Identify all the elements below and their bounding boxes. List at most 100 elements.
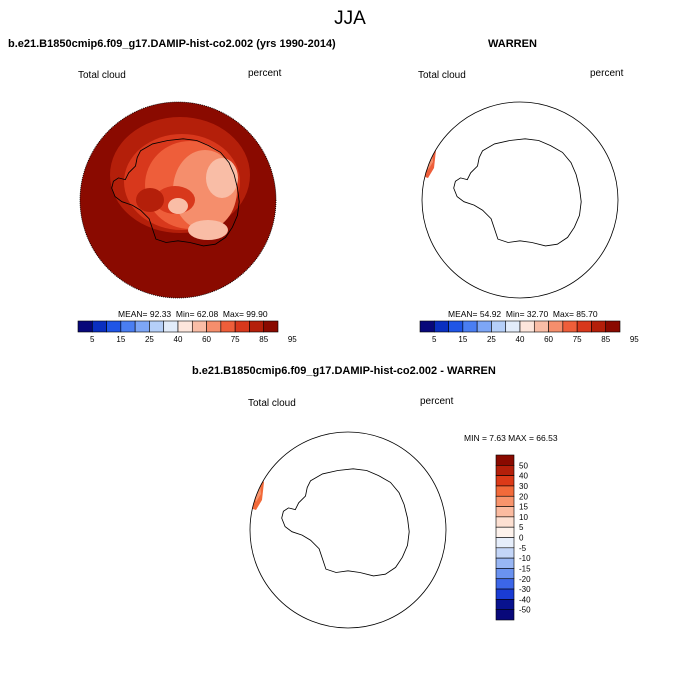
panel2-colorbar-swatch (462, 320, 478, 333)
panel1-title: b.e21.B1850cmip6.f09_g17.DAMIP-hist-co2.… (8, 38, 336, 50)
panel3-colorbar-tick-label: -10 (519, 554, 531, 563)
panel3-variable-label: Total cloud (248, 398, 296, 409)
panel3-colorbar-swatch (495, 547, 515, 559)
panel2-colorbar-tick-label: 95 (630, 335, 639, 344)
panel3-colorbar-tick-label: 50 (519, 461, 528, 470)
panel2-stats: MEAN= 54.92 Min= 32.70 Max= 85.70 (448, 309, 598, 319)
panel3-colorbar-swatch (495, 609, 515, 621)
panel2-colorbar-swatch (433, 320, 449, 333)
panel2-colorbar-swatch (519, 320, 535, 333)
panel1-colorbar-swatch (191, 320, 207, 333)
panel3-map (249, 431, 447, 629)
panel3-colorbar-swatch (495, 485, 515, 497)
panel1-colorbar-swatch (234, 320, 250, 333)
panel3-colorbar-swatch (495, 526, 515, 538)
panel2-colorbar-swatch (576, 320, 592, 333)
panel1-colorbar-swatch (77, 320, 93, 333)
panel2-variable-label: Total cloud (418, 70, 466, 81)
panel2-colorbar-tick-label: 5 (432, 335, 437, 344)
panel2-min: Min= 32.70 (505, 309, 549, 319)
panel1-colorbar-swatch (134, 320, 150, 333)
panel2-colorbar-swatch (419, 320, 435, 333)
panel2-mean: MEAN= 54.92 (448, 309, 502, 319)
panel3-colorbar-tick-label: 0 (519, 534, 524, 543)
panel3-colorbar-swatch (495, 454, 515, 466)
panel3-colorbar-tick-label: 20 (519, 492, 528, 501)
panel1-units-label: percent (248, 68, 282, 79)
panel1-mean: MEAN= 92.33 (118, 309, 172, 319)
panel3-field (250, 432, 446, 628)
panel2-map-border (421, 101, 619, 299)
panel3-colorbar-swatch (495, 516, 515, 528)
panel2-colorbar-swatch (505, 320, 521, 333)
panel1-colorbar-tick-label: 95 (288, 335, 297, 344)
panel1-variable-label: Total cloud (78, 70, 126, 81)
panel3-colorbar-swatch (495, 557, 515, 569)
panel1-colorbar-swatch (163, 320, 179, 333)
panel3-title: b.e21.B1850cmip6.f09_g17.DAMIP-hist-co2.… (192, 365, 496, 377)
panel3-colorbar-swatch (495, 537, 515, 549)
panel1-colorbar-tick-label: 85 (259, 335, 268, 344)
panel3-colorbar-tick-label: -20 (519, 575, 531, 584)
panel1-min: Min= 62.08 (175, 309, 219, 319)
panel2-colorbar-swatch (591, 320, 607, 333)
panel3-minmax: MIN = 7.63 MAX = 66.53 (464, 433, 558, 443)
panel2-colorbar-tick-label: 15 (458, 335, 467, 344)
panel3-colorbar-swatch (495, 475, 515, 487)
panel1-colorbar-tick-label: 40 (174, 335, 183, 344)
panel2-colorbar-tick-label: 85 (601, 335, 610, 344)
panel2-colorbar-tick-label: 75 (573, 335, 582, 344)
panel2-colorbar-swatch (491, 320, 507, 333)
panel2-field (422, 102, 618, 298)
panel3-colorbar-tick-label: 5 (519, 523, 524, 532)
panel2-colorbar-swatch (605, 320, 621, 333)
panel1-map-border (79, 101, 277, 299)
panel2-units-label: percent (590, 68, 624, 79)
panel1-colorbar-swatch (91, 320, 107, 333)
panel2-colorbar-swatch (476, 320, 492, 333)
panel1-colorbar-swatch (106, 320, 122, 333)
panel1-colorbar-tick-label: 75 (231, 335, 240, 344)
panel3-colorbar-swatch (495, 495, 515, 507)
panel3-colorbar-swatch (495, 506, 515, 518)
panel3-colorbar-tick-label: -15 (519, 564, 531, 573)
panel3-colorbar-tick-label: 15 (519, 503, 528, 512)
panel1-colorbar-tick-label: 5 (90, 335, 95, 344)
panel1-colorbar-swatch (249, 320, 265, 333)
panel1-colorbar-tick-label: 25 (145, 335, 154, 344)
panel1-colorbar-swatch (220, 320, 236, 333)
panel3-colorbar-tick-label: -5 (519, 544, 527, 553)
panel3-colorbar-swatch (495, 599, 515, 610)
panel2-max: Max= 85.70 (552, 309, 598, 319)
panel1-colorbar-tick-label: 15 (116, 335, 125, 344)
panel3-colorbar-swatch (495, 578, 515, 590)
panel1-colorbar: 5 15 25 40 60 75 85 95 (77, 320, 297, 344)
panel2-colorbar-swatch (562, 320, 578, 333)
panel2-colorbar-swatch (548, 320, 564, 333)
panel1-map (79, 101, 277, 299)
panel1-colorbar-tick-label: 60 (202, 335, 211, 344)
panel2-colorbar-swatch (448, 320, 464, 333)
panel1-colorbar-swatch (120, 320, 136, 333)
panel3-colorbar-swatch (495, 588, 515, 600)
panel1-max: Max= 99.90 (222, 309, 268, 319)
panel3-colorbar-tick-label: -40 (519, 595, 531, 604)
panel2-map (421, 101, 619, 299)
panel3-units-label: percent (420, 396, 454, 407)
panel3-colorbar-swatch (495, 465, 515, 476)
figure-title: JJA (334, 8, 366, 29)
panel2-colorbar-tick-label: 40 (516, 335, 525, 344)
panel2-colorbar-tick-label: 25 (487, 335, 496, 344)
panel3-colorbar-swatch (495, 568, 515, 580)
panel3-map-border (249, 431, 447, 629)
panel2-colorbar-swatch (533, 320, 549, 333)
panel3-colorbar-tick-label: -50 (519, 606, 531, 615)
panel3-colorbar-tick-label: 40 (519, 472, 528, 481)
panel2-title: WARREN (488, 38, 537, 50)
panel1-colorbar-swatch (149, 320, 165, 333)
panel1-colorbar-swatch (263, 320, 279, 333)
panel1-contours (110, 117, 250, 240)
panel2-colorbar-tick-label: 60 (544, 335, 553, 344)
